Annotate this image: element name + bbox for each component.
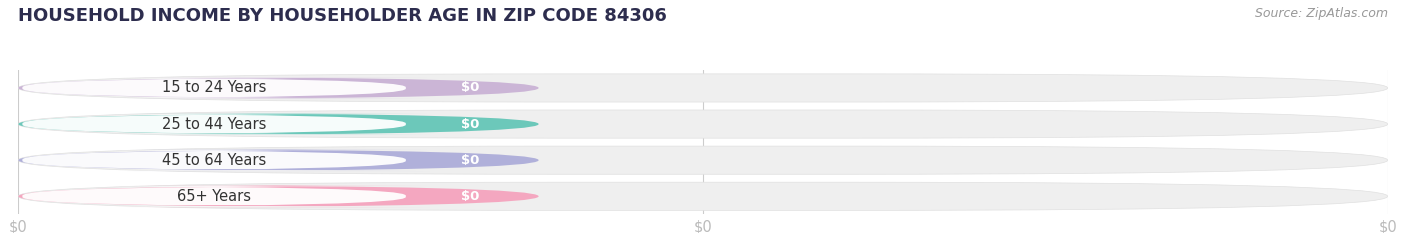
FancyBboxPatch shape bbox=[18, 146, 1388, 174]
FancyBboxPatch shape bbox=[18, 149, 538, 171]
Text: $0: $0 bbox=[461, 82, 479, 94]
Text: 15 to 24 Years: 15 to 24 Years bbox=[162, 80, 266, 96]
FancyBboxPatch shape bbox=[18, 185, 538, 207]
FancyBboxPatch shape bbox=[18, 74, 1388, 102]
FancyBboxPatch shape bbox=[18, 110, 1388, 138]
FancyBboxPatch shape bbox=[22, 78, 406, 98]
FancyBboxPatch shape bbox=[18, 113, 538, 135]
FancyBboxPatch shape bbox=[18, 77, 538, 99]
Text: Source: ZipAtlas.com: Source: ZipAtlas.com bbox=[1254, 7, 1388, 20]
Text: 25 to 44 Years: 25 to 44 Years bbox=[162, 116, 266, 132]
FancyBboxPatch shape bbox=[18, 182, 1388, 210]
FancyBboxPatch shape bbox=[22, 114, 406, 134]
Text: $0: $0 bbox=[461, 190, 479, 203]
Text: $0: $0 bbox=[461, 154, 479, 167]
FancyBboxPatch shape bbox=[22, 150, 406, 170]
Text: 65+ Years: 65+ Years bbox=[177, 189, 252, 204]
Text: $0: $0 bbox=[461, 118, 479, 130]
FancyBboxPatch shape bbox=[22, 186, 406, 206]
Text: HOUSEHOLD INCOME BY HOUSEHOLDER AGE IN ZIP CODE 84306: HOUSEHOLD INCOME BY HOUSEHOLDER AGE IN Z… bbox=[18, 7, 668, 25]
Text: 45 to 64 Years: 45 to 64 Years bbox=[162, 153, 266, 168]
